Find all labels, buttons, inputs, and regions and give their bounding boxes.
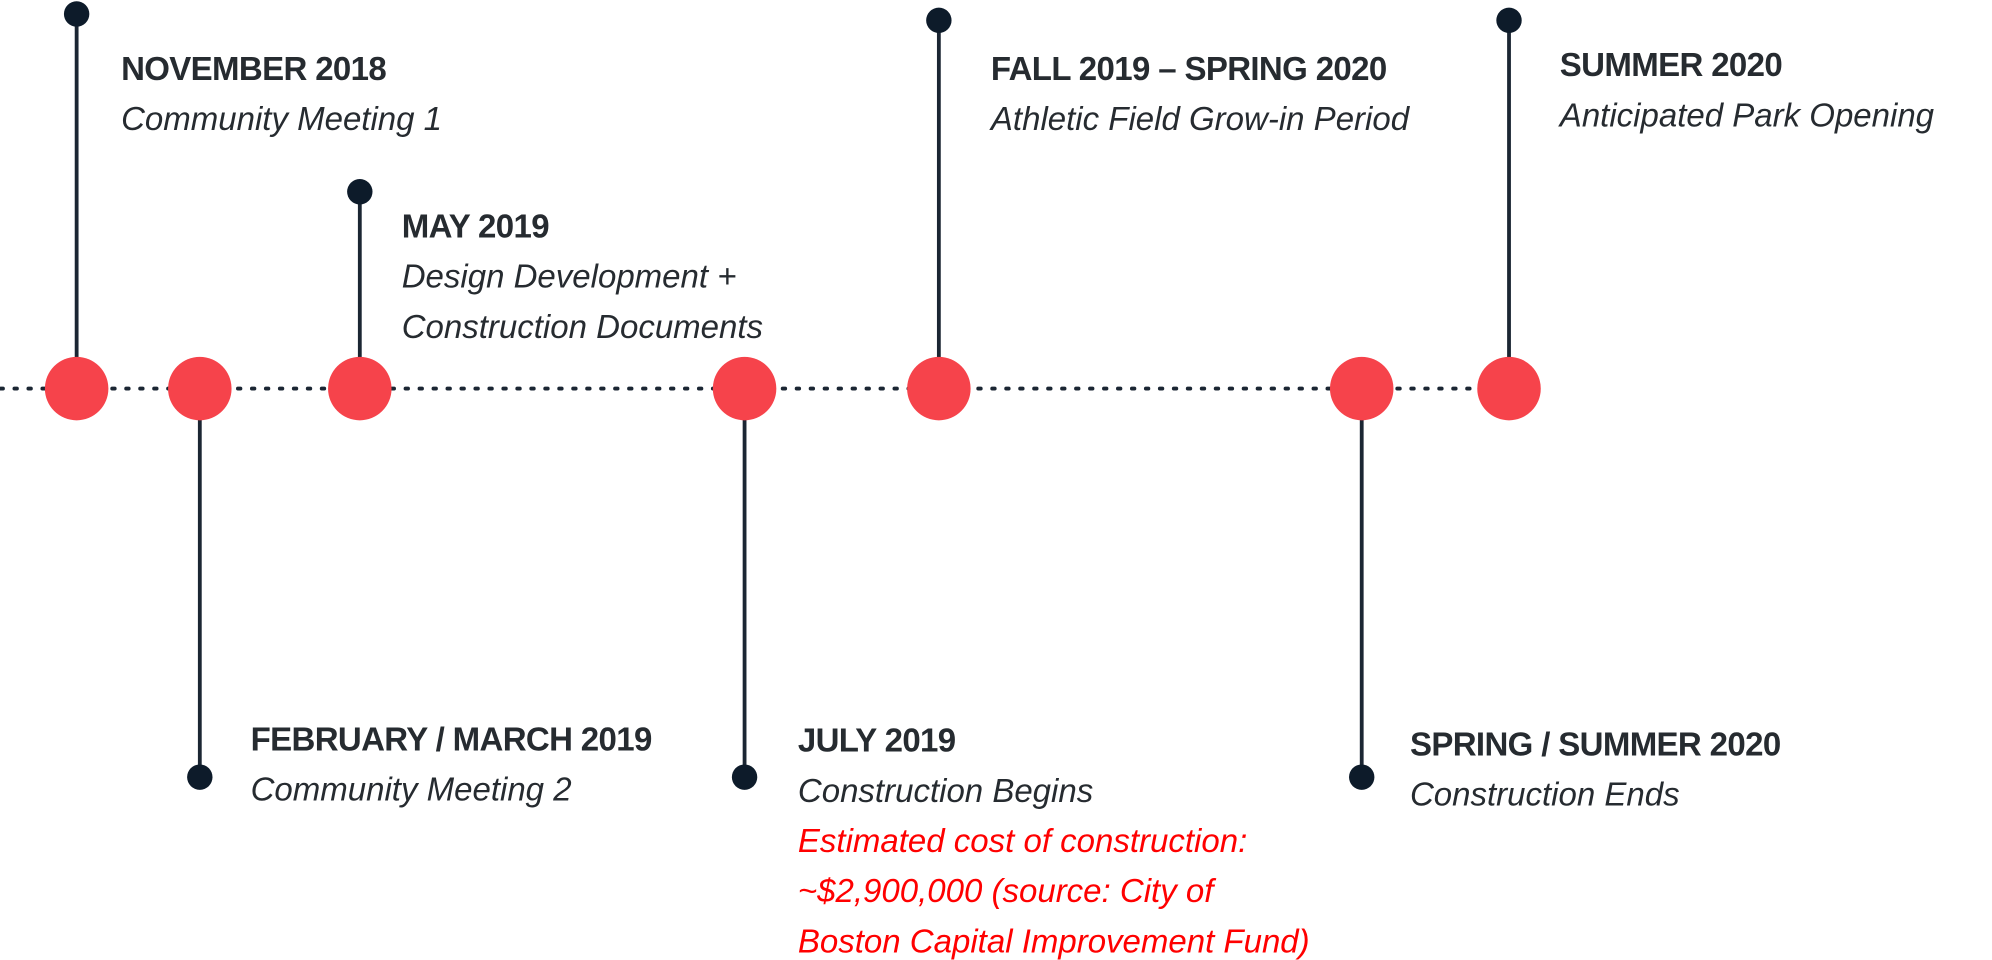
- event-description: Design Development +: [402, 258, 737, 295]
- stem-dot: [347, 179, 373, 205]
- event-date: SUMMER 2020: [1560, 46, 1782, 83]
- event-description: Community Meeting 2: [251, 771, 572, 808]
- event-description: Athletic Field Grow-in Period: [989, 100, 1411, 137]
- stem-dot: [1349, 764, 1375, 790]
- event-note: Boston Capital Improvement Fund): [798, 922, 1310, 959]
- milestone: [168, 356, 232, 421]
- stem-dot: [926, 7, 952, 34]
- milestone: [1329, 356, 1394, 421]
- event-date: NOVEMBER 2018: [121, 50, 386, 87]
- stem-dot: [731, 764, 758, 790]
- milestone: [907, 356, 971, 421]
- event-date: MAY 2019: [402, 207, 549, 244]
- event-description: Anticipated Park Opening: [1558, 96, 1935, 133]
- event-note: Estimated cost of construction:: [798, 822, 1247, 859]
- event-description: Community Meeting 1: [121, 100, 442, 137]
- event-description: Construction Documents: [402, 308, 763, 345]
- event-note: ~$2,900,000 (source: City of: [798, 872, 1217, 909]
- stem-dot: [187, 764, 213, 790]
- event-description: Construction Begins: [798, 772, 1093, 809]
- milestone: [712, 356, 777, 421]
- milestone: [328, 356, 392, 421]
- event-description: Construction Ends: [1410, 776, 1680, 813]
- milestone: [44, 356, 109, 421]
- event-date: FEBRUARY / MARCH 2019: [251, 720, 652, 757]
- event-date: FALL 2019 – SPRING 2020: [991, 50, 1387, 87]
- milestone: [1477, 356, 1541, 421]
- stem-dot: [63, 1, 90, 27]
- event-date: SPRING / SUMMER 2020: [1410, 726, 1781, 763]
- event-date: JULY 2019: [798, 722, 956, 759]
- stem-dot: [1496, 7, 1522, 34]
